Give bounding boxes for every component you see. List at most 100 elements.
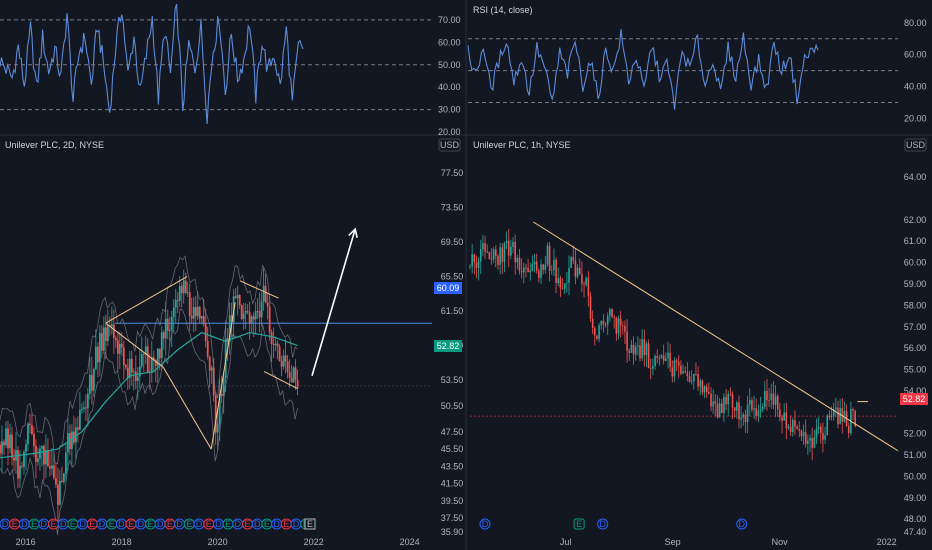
- trendline-drawing[interactable]: [162, 366, 212, 450]
- candle-body: [112, 324, 115, 339]
- earnings-marker-icon[interactable]: [573, 518, 585, 530]
- left-last-price-badge: [434, 340, 462, 352]
- candle-body: [246, 311, 249, 313]
- candle-body: [826, 415, 829, 436]
- event-marker-label: E: [89, 519, 95, 529]
- candle-body: [802, 432, 805, 437]
- candle-body: [641, 339, 643, 359]
- candle-body: [764, 391, 766, 408]
- trendline-drawing[interactable]: [105, 322, 164, 368]
- candle-body: [652, 366, 654, 369]
- candle-body: [116, 340, 119, 354]
- candle-body: [757, 410, 760, 416]
- event-marker-label: D: [99, 519, 106, 529]
- candle-body: [292, 367, 295, 383]
- candle-body: [680, 365, 682, 374]
- dividend-marker-icon[interactable]: [736, 518, 748, 530]
- candle-body: [130, 358, 133, 373]
- upcoming-earnings-marker-icon[interactable]: [304, 518, 316, 530]
- right-price-pane[interactable]: 64.00 62.00 61.00 60.00 59.00 58.00 57.00 56.00…: [469, 172, 926, 547]
- candle-body: [843, 411, 846, 422]
- candle-body: [274, 343, 277, 345]
- rsi-y-tick-label: 70.00: [438, 15, 461, 25]
- candle-body: [296, 379, 299, 389]
- candle-body: [583, 283, 585, 285]
- event-marker-label: E: [186, 519, 192, 529]
- candle-body: [671, 367, 674, 377]
- candle-body: [142, 354, 145, 355]
- candle-body: [202, 315, 205, 325]
- right-rsi-pane[interactable]: 80.00 60.00 40.00 20.00: [467, 18, 927, 124]
- candle-body: [486, 251, 489, 253]
- candle-body: [471, 254, 473, 267]
- rsi-y-tick-label: 40.00: [438, 82, 461, 92]
- candle-body: [23, 451, 25, 467]
- event-marker-label: D: [293, 519, 300, 529]
- candle-body: [92, 369, 95, 391]
- candle-body: [3, 441, 5, 446]
- candle-body: [82, 407, 85, 409]
- right-y-tick-label: 64.00: [904, 172, 927, 182]
- candle-body: [555, 259, 557, 283]
- event-marker-label: D: [138, 519, 145, 529]
- right-currency-box[interactable]: [904, 138, 927, 152]
- left-y-tick-label: 73.50: [441, 202, 464, 212]
- right-y-tick-label: 59.00: [904, 279, 927, 289]
- event-marker-label: D: [60, 519, 67, 529]
- event-marker-label: E: [225, 519, 231, 529]
- candle-body: [477, 261, 480, 268]
- candle-body: [495, 249, 497, 257]
- candle-body: [80, 408, 83, 410]
- candle-body: [602, 320, 605, 325]
- right-y-tick-label: 50.00: [904, 471, 927, 481]
- right-y-tick-label: 48.00: [904, 514, 927, 524]
- candle-body: [621, 325, 624, 327]
- candle-body: [473, 254, 476, 263]
- candle-body: [280, 360, 283, 367]
- left-y-tick-label: 50.50: [441, 401, 464, 411]
- candle-body: [761, 407, 764, 410]
- candle-body: [669, 352, 671, 368]
- candle-body: [17, 450, 19, 479]
- dividend-marker-icon[interactable]: [597, 518, 609, 530]
- right-y-tick-label: 52.00: [904, 429, 927, 439]
- trendline-drawing[interactable]: [105, 276, 188, 324]
- candle-body: [69, 433, 71, 449]
- candle-body: [727, 393, 730, 405]
- left-price-pane[interactable]: 77.5073.5069.5065.5061.5057.5053.5050.50…: [0, 168, 463, 547]
- trendline-drawing[interactable]: [239, 280, 279, 299]
- left-currency-box[interactable]: [438, 138, 461, 152]
- candle-body: [266, 302, 269, 307]
- candle-body: [1, 441, 3, 454]
- candle-body: [57, 484, 59, 505]
- candle-body: [594, 327, 596, 336]
- right-y-tick-label: 54.00: [904, 386, 927, 396]
- rsi-y-tick-label: 80.00: [904, 18, 927, 28]
- candle-body: [272, 343, 275, 345]
- candle-body: [160, 332, 163, 359]
- trendline-drawing[interactable]: [533, 221, 899, 452]
- dividend-marker-icon[interactable]: [479, 518, 491, 530]
- candle-body: [766, 391, 768, 401]
- left-y-tick-label: 45.50: [441, 444, 464, 454]
- arrow-drawing[interactable]: [311, 228, 356, 377]
- candle-body: [178, 286, 181, 301]
- candle-body: [572, 256, 575, 261]
- trendline-drawing[interactable]: [263, 371, 298, 390]
- candle-body: [550, 269, 553, 271]
- right-y-tick-label: 57.00: [904, 322, 927, 332]
- candle-body: [561, 288, 564, 289]
- candle-body: [258, 311, 261, 318]
- candle-body: [563, 283, 566, 289]
- left-rsi-pane[interactable]: 70.00 60.00 50.00 40.00 30.00 20.00: [0, 4, 461, 137]
- candle-body: [49, 466, 51, 469]
- candle-body: [578, 267, 581, 275]
- rsi-y-tick-label: 30.00: [438, 105, 461, 115]
- candle-body: [634, 346, 637, 355]
- candle-body: [244, 311, 247, 314]
- moving-average-line: [0, 331, 298, 459]
- trendline-drawing[interactable]: [210, 302, 236, 450]
- candle-body: [19, 465, 21, 479]
- candle-body: [665, 358, 667, 361]
